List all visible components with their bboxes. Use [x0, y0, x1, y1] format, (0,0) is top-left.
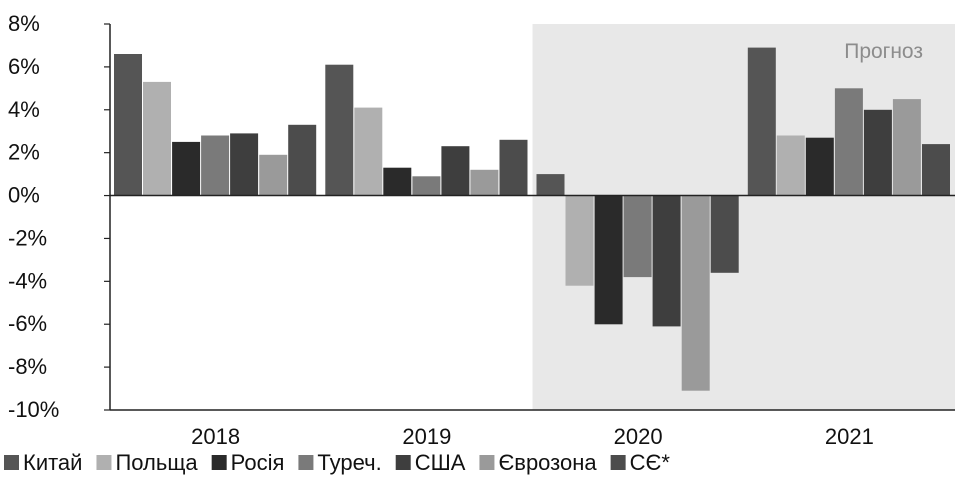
bar-2018-4 [230, 133, 259, 196]
bar-2020-1 [565, 195, 594, 286]
legend-swatch [4, 455, 19, 470]
bar-2020-5 [681, 195, 710, 391]
bar-2018-0 [114, 54, 142, 196]
y-tick-label: 0% [8, 183, 40, 208]
x-category-label: 2021 [825, 424, 874, 449]
bar-2021-4 [863, 109, 892, 196]
bar-2018-3 [201, 135, 230, 196]
legend-swatch [610, 455, 626, 470]
bars-group [114, 47, 950, 391]
legend-label: СЄ* [630, 450, 671, 475]
legend-swatch [395, 455, 411, 470]
y-tick-label: 4% [8, 97, 40, 122]
y-tick-label: -8% [8, 354, 47, 379]
bar-2019-0 [325, 64, 354, 196]
y-tick-label: -6% [8, 311, 47, 336]
bar-2019-2 [383, 167, 412, 196]
bar-2021-2 [805, 137, 834, 196]
bar-2021-3 [834, 88, 863, 196]
legend-label: США [415, 450, 466, 475]
bar-2018-5 [259, 154, 288, 196]
x-category-label: 2019 [402, 424, 451, 449]
bar-2020-4 [652, 195, 681, 327]
bar-2019-6 [499, 139, 528, 196]
legend-label: Туреч. [317, 450, 381, 475]
bar-2020-2 [594, 195, 623, 325]
bar-2021-5 [892, 99, 921, 196]
bar-2018-6 [288, 124, 317, 196]
bar-2019-1 [354, 107, 383, 196]
y-tick-label: -2% [8, 225, 47, 250]
y-tick-label: 2% [8, 140, 40, 165]
x-axis-labels: 2018 2019 2020 2021 [191, 424, 874, 449]
bar-2021-0 [747, 47, 776, 196]
bar-2020-6 [710, 195, 739, 273]
legend: Китай Польща Росія Туреч. США Єврозона СЄ* [4, 450, 670, 475]
legend-label: Росія [231, 450, 285, 475]
legend-label: Польща [115, 450, 198, 475]
bar-2018-1 [143, 81, 171, 196]
x-category-label: 2020 [614, 424, 663, 449]
bar-2020-0 [536, 174, 565, 196]
bar-2019-4 [441, 146, 470, 196]
y-tick-label: 6% [8, 54, 40, 79]
y-axis-ticks: 8% 6% 4% 2% 0% -2% -4% -6% -8% -10% [8, 11, 110, 422]
y-tick-label: -4% [8, 268, 47, 293]
bar-2021-1 [776, 135, 805, 196]
forecast-annotation: Прогноз [844, 40, 923, 63]
bar-2021-6 [922, 144, 950, 196]
legend-swatch [298, 455, 314, 470]
legend-swatch [96, 455, 112, 470]
y-tick-label: -10% [8, 397, 59, 422]
bar-2020-3 [623, 195, 652, 278]
bar-2019-3 [412, 176, 441, 196]
legend-swatch [479, 455, 495, 470]
bar-2019-5 [470, 169, 499, 196]
legend-label: Китай [23, 450, 82, 475]
y-tick-label: 8% [8, 11, 40, 36]
legend-label: Єврозона [498, 450, 597, 475]
bar-2018-2 [172, 141, 201, 196]
legend-swatch [211, 455, 227, 470]
x-category-label: 2018 [191, 424, 240, 449]
